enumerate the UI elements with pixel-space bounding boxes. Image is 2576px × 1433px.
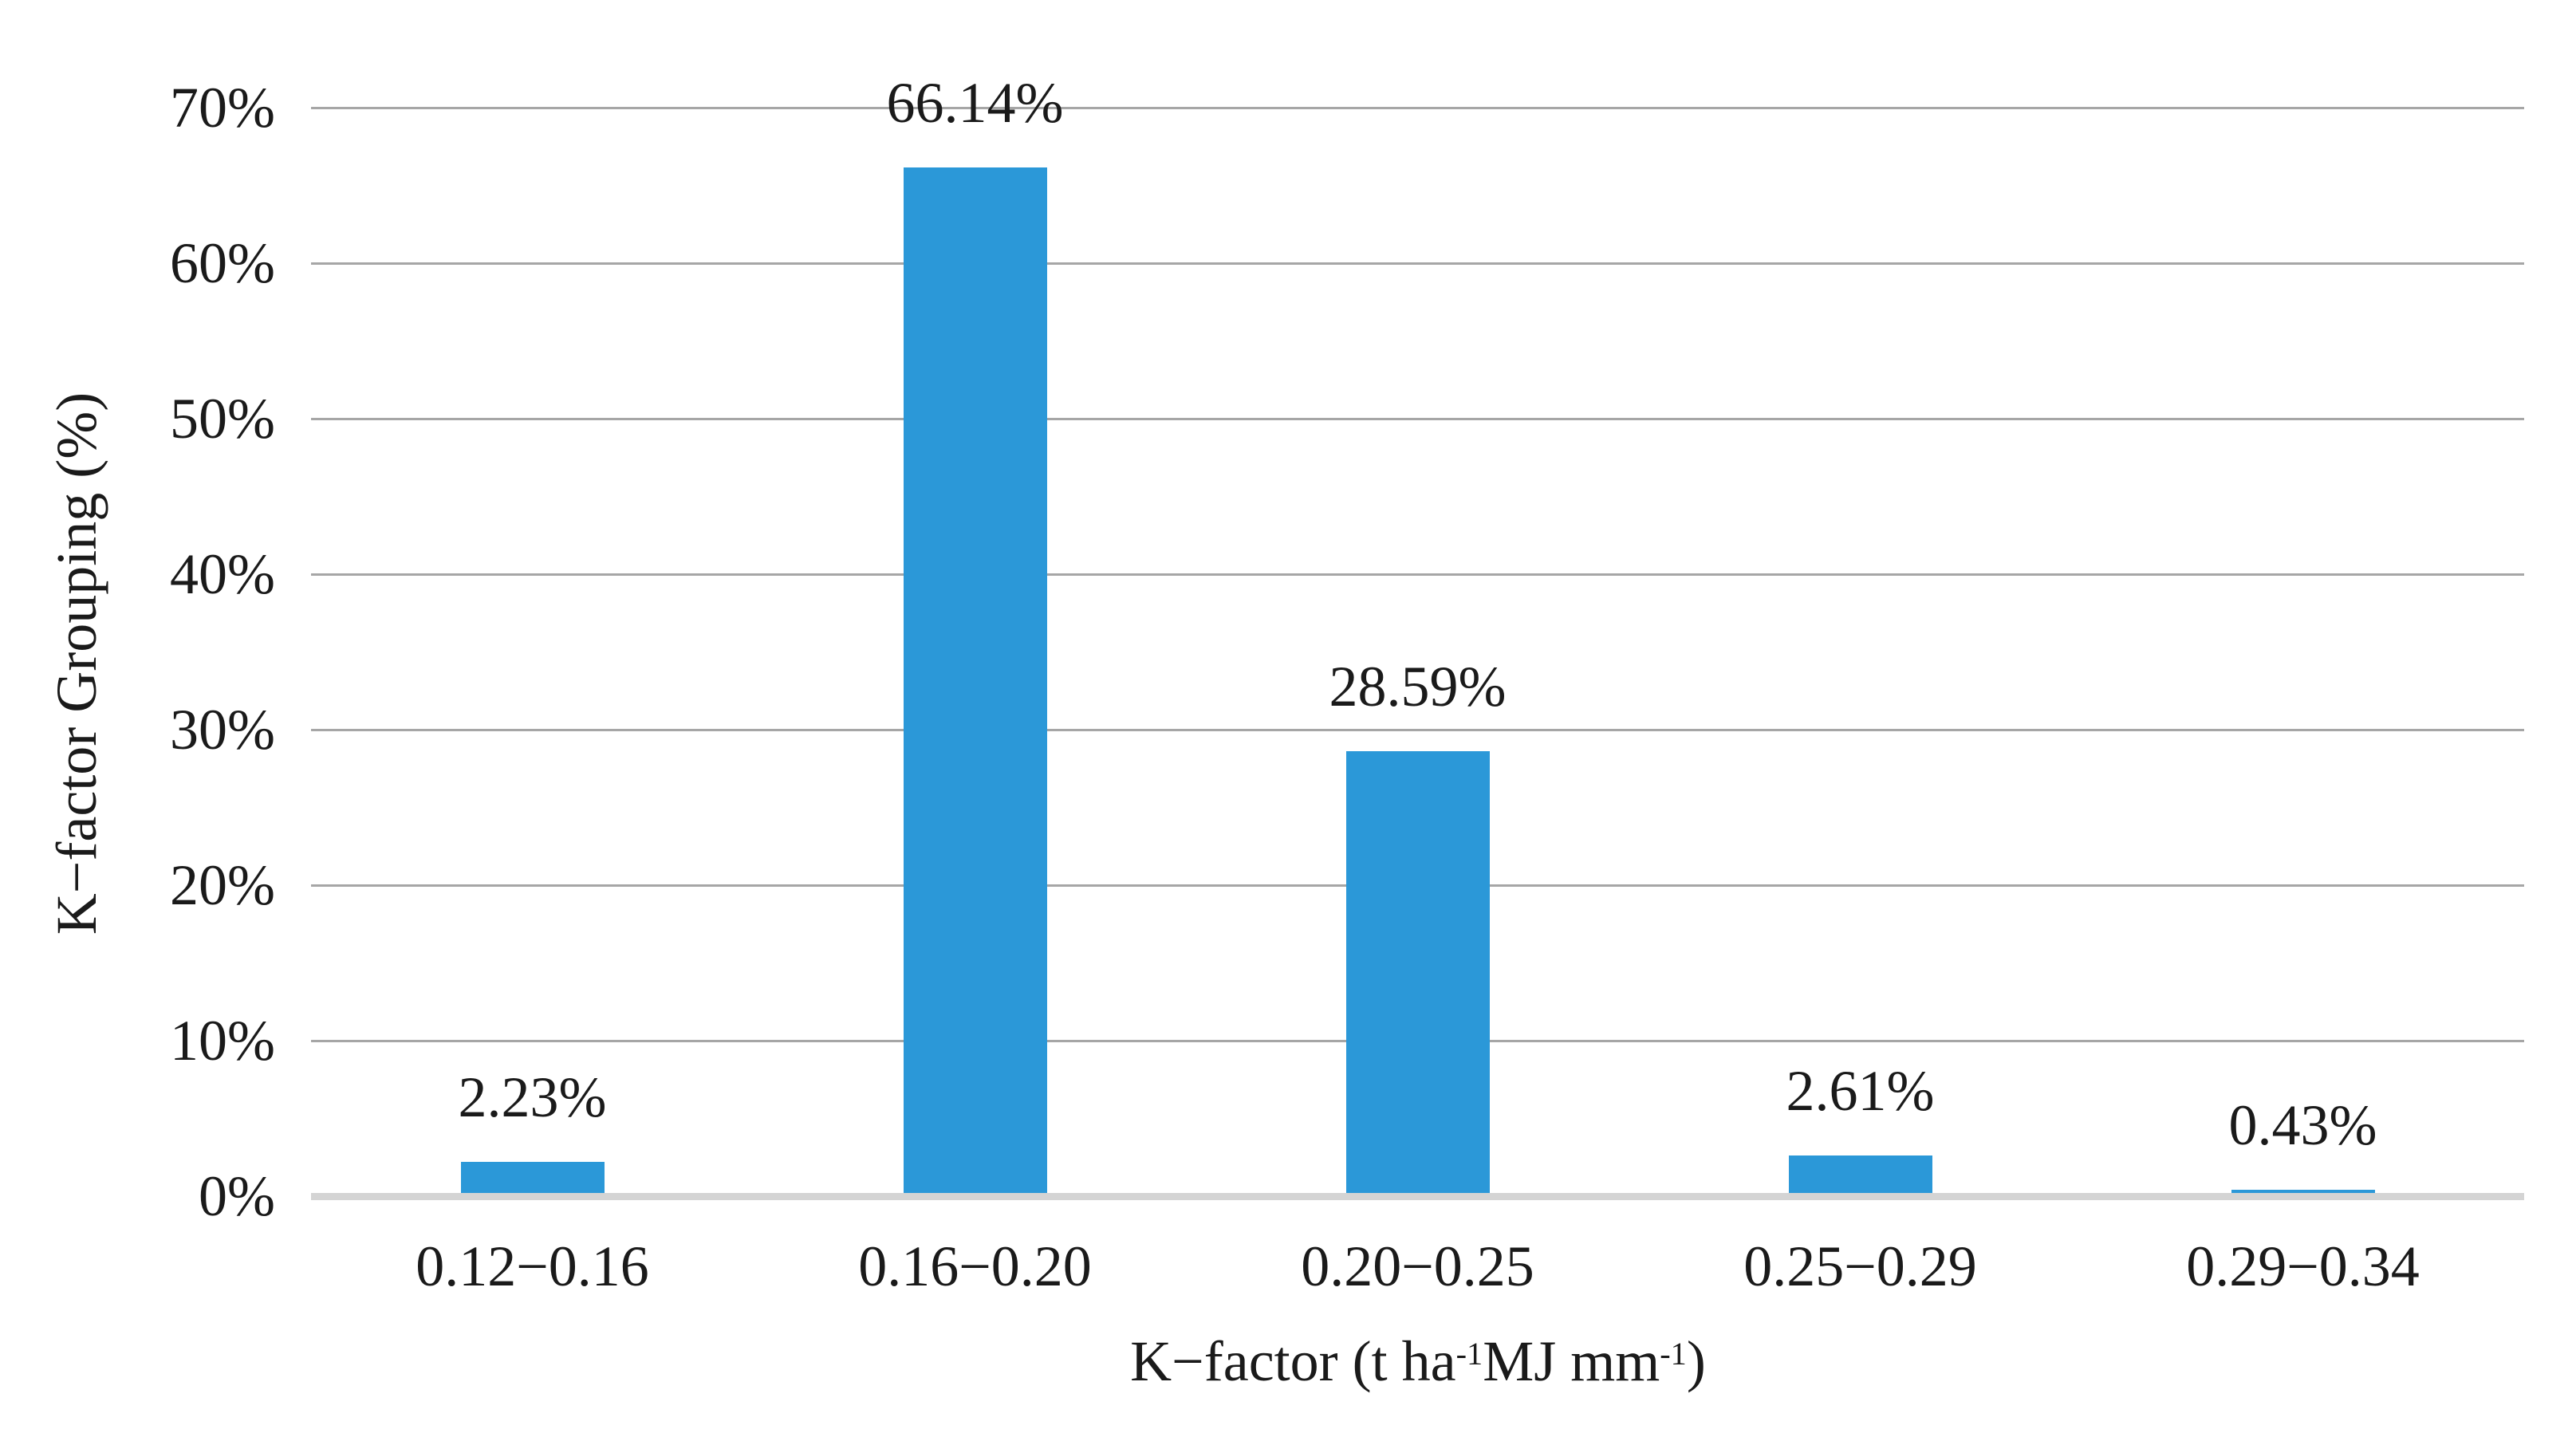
bar-value-label: 0.43%	[2228, 1093, 2377, 1157]
x-tick-label: 0.12−0.16	[416, 1234, 649, 1298]
bar	[460, 1162, 605, 1196]
x-tick-label: 0.20−0.25	[1301, 1234, 1534, 1298]
x-axis-title: K−factor (t ha-1MJ mm-1)	[1130, 1329, 1706, 1393]
x-axis-title-superscript: -1	[1455, 1335, 1483, 1372]
y-tick-label: 10%	[170, 1009, 275, 1073]
x-tick-label: 0.25−0.29	[1743, 1234, 1977, 1298]
x-axis-baseline	[311, 1193, 2524, 1200]
x-axis-title-superscript: -1	[1660, 1335, 1687, 1372]
y-tick-label: 50%	[170, 387, 275, 451]
bar	[1345, 751, 1490, 1196]
gridline	[311, 573, 2524, 576]
x-axis-title-text: K−factor (t ha	[1130, 1329, 1456, 1393]
x-tick-label: 0.16−0.20	[858, 1234, 1092, 1298]
gridline	[311, 262, 2524, 265]
bar	[903, 167, 1047, 1196]
y-axis-title: K−factor Grouping (%)	[45, 392, 108, 935]
gridline	[311, 106, 2524, 109]
y-tick-label: 40%	[170, 542, 275, 606]
gridline	[311, 417, 2524, 420]
x-axis-title-text: MJ mm	[1483, 1329, 1660, 1393]
gridline	[311, 728, 2524, 731]
bar-value-label: 66.14%	[886, 71, 1064, 135]
bar	[1788, 1155, 1932, 1196]
y-tick-label: 70%	[170, 76, 275, 140]
x-axis-title-text: )	[1686, 1329, 1706, 1393]
y-tick-label: 30%	[170, 698, 275, 762]
bar-value-label: 2.61%	[1786, 1059, 1935, 1123]
bar-value-label: 2.23%	[458, 1065, 607, 1129]
x-tick-label: 0.29−0.34	[2186, 1234, 2420, 1298]
bar-value-label: 28.59%	[1329, 655, 1507, 718]
y-tick-label: 20%	[170, 853, 275, 917]
y-tick-label: 0%	[199, 1164, 275, 1228]
y-tick-label: 60%	[170, 231, 275, 295]
